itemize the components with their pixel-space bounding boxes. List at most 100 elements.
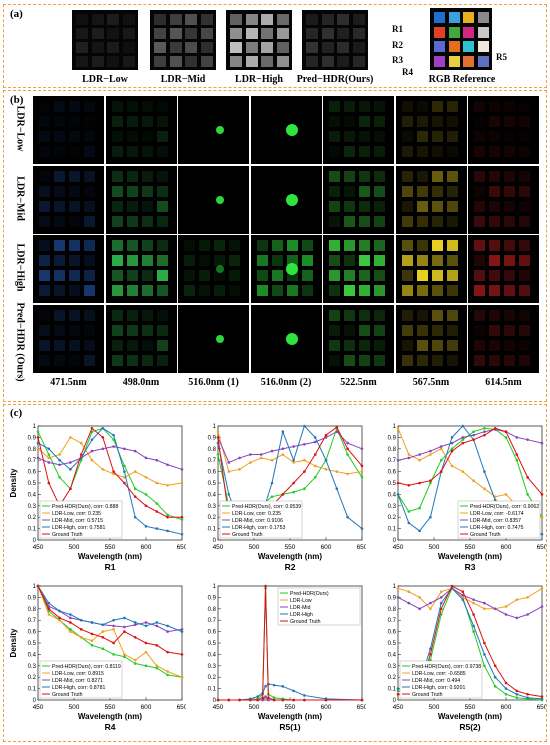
data-point xyxy=(396,493,400,496)
y-tick-label: 0.6 xyxy=(208,470,217,476)
y-tick-label: 0 xyxy=(33,698,37,704)
data-point xyxy=(58,618,61,622)
data-point xyxy=(472,601,475,605)
chart-title: R1 xyxy=(105,562,116,572)
data-point xyxy=(515,458,519,462)
data-point xyxy=(281,493,285,496)
data-point xyxy=(133,449,137,453)
chart-title: R4 xyxy=(105,722,116,732)
data-point xyxy=(429,515,432,519)
data-point xyxy=(36,441,40,445)
rgb-reference-image xyxy=(430,8,492,70)
spectral-cell xyxy=(323,235,394,303)
y-tick-label: 0.7 xyxy=(28,618,37,624)
data-point xyxy=(472,430,475,433)
y-tick-label: 0.6 xyxy=(208,630,217,636)
data-point xyxy=(36,456,40,460)
data-point xyxy=(303,442,306,446)
data-point xyxy=(515,689,519,693)
data-point xyxy=(450,464,454,468)
data-point xyxy=(504,605,508,608)
data-point xyxy=(166,673,169,677)
data-point xyxy=(396,689,400,693)
x-tick-label: 600 xyxy=(501,704,512,711)
spectral-cell xyxy=(250,304,322,373)
x-tick-label: 650 xyxy=(357,544,366,551)
data-point xyxy=(112,433,115,437)
x-axis-label: Wavelength (nm) xyxy=(258,552,322,561)
y-tick-label: 0.5 xyxy=(28,641,37,647)
spectral-cell xyxy=(468,235,539,303)
data-point xyxy=(429,601,432,605)
data-point xyxy=(483,426,486,430)
series-line xyxy=(397,587,543,619)
data-point xyxy=(303,698,306,702)
data-point xyxy=(144,624,148,628)
spectral-cell xyxy=(250,96,322,164)
data-point xyxy=(180,515,184,519)
data-point xyxy=(439,601,443,605)
data-point xyxy=(281,453,285,456)
data-point xyxy=(58,458,61,462)
region-label-r3: R3 xyxy=(392,55,403,65)
y-tick-label: 1 xyxy=(393,424,397,430)
data-point xyxy=(292,458,295,462)
data-point xyxy=(79,453,83,456)
y-tick-label: 0.5 xyxy=(208,481,217,487)
data-point xyxy=(227,470,231,473)
spectral-cell xyxy=(105,235,177,303)
data-point xyxy=(166,624,169,628)
legend-entry: LDR-Low, corr: 0.235 xyxy=(232,511,281,517)
y-tick-label: 0.9 xyxy=(388,435,397,441)
data-point xyxy=(155,621,159,624)
chart-title: R5(1) xyxy=(279,722,300,732)
data-point xyxy=(483,607,486,611)
data-point xyxy=(101,647,105,650)
data-point xyxy=(36,436,40,439)
thumbnail-caption-1: LDR−Low xyxy=(82,74,128,85)
data-point xyxy=(461,436,465,439)
y-tick-label: 0.9 xyxy=(28,435,37,441)
x-tick-label: 550 xyxy=(105,704,116,711)
data-point xyxy=(238,468,241,471)
data-point xyxy=(270,449,274,453)
spectral-cell xyxy=(178,165,249,234)
data-point xyxy=(418,596,421,599)
data-point xyxy=(216,698,220,702)
legend-entry: LDR-Mid, corr: 0.8357 xyxy=(470,518,521,524)
thumbnail-3 xyxy=(226,10,292,70)
data-point xyxy=(335,487,339,490)
data-point xyxy=(123,470,126,473)
data-point xyxy=(261,696,264,700)
y-tick-label: 0.1 xyxy=(28,527,37,533)
data-point xyxy=(450,447,454,451)
data-point xyxy=(493,426,497,430)
spectral-cell xyxy=(323,96,394,164)
region-label-r2: R2 xyxy=(392,40,403,50)
data-point xyxy=(270,481,274,485)
row-label-1: LDR−Low xyxy=(14,105,26,152)
data-point xyxy=(112,628,115,631)
data-point xyxy=(360,470,364,473)
data-point xyxy=(36,584,40,588)
column-label-4: 516.0nm (2) xyxy=(260,377,312,388)
data-point xyxy=(461,424,465,428)
legend-box xyxy=(39,500,123,539)
y-tick-label: 0.1 xyxy=(208,527,217,533)
chart-title: R2 xyxy=(285,562,296,572)
y-tick-label: 0.1 xyxy=(208,687,217,693)
data-point xyxy=(155,624,159,628)
x-tick-label: 600 xyxy=(321,704,332,711)
data-point xyxy=(515,693,519,696)
data-point xyxy=(472,438,475,441)
spectral-cell xyxy=(468,165,539,234)
x-tick-label: 550 xyxy=(105,544,116,551)
legend-entry: LDR-Mid, corr: 0.9106 xyxy=(232,518,283,524)
y-tick-label: 0.4 xyxy=(28,492,37,498)
legend-entry: LDR-High, corr: 0.8781 xyxy=(52,685,105,691)
data-point xyxy=(439,613,443,616)
data-point xyxy=(133,636,137,639)
data-point xyxy=(123,476,126,479)
x-tick-label: 650 xyxy=(177,704,186,711)
series-line xyxy=(37,427,183,535)
